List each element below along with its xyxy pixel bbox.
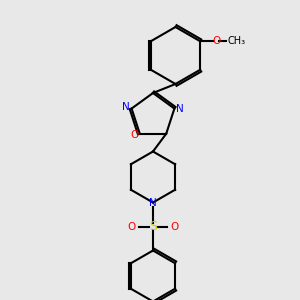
Text: O: O: [130, 130, 139, 140]
Text: N: N: [149, 197, 157, 208]
Text: O: O: [170, 221, 178, 232]
Text: S: S: [149, 220, 157, 233]
Text: CH₃: CH₃: [227, 36, 245, 46]
Text: N: N: [176, 103, 184, 113]
Text: O: O: [212, 36, 220, 46]
Text: N: N: [122, 102, 130, 112]
Text: O: O: [128, 221, 136, 232]
